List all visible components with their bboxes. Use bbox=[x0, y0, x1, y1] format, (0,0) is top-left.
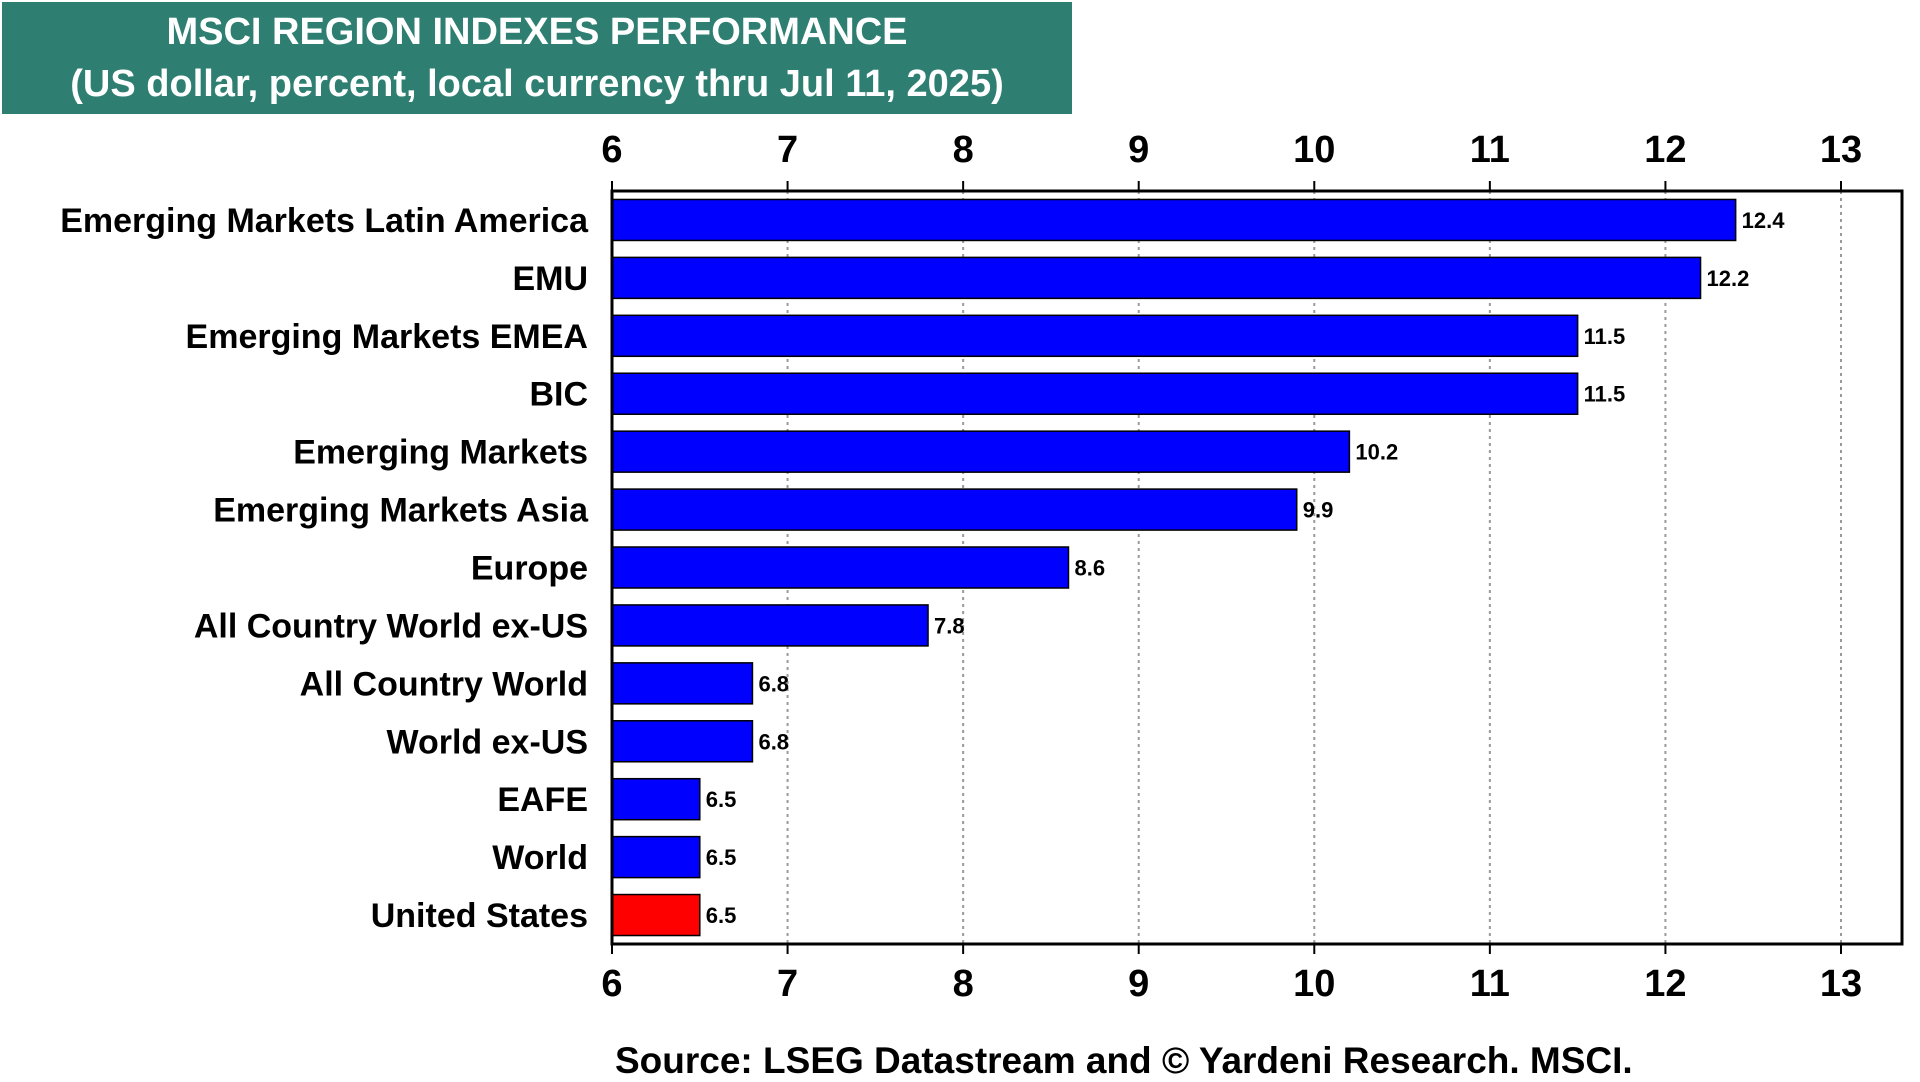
tick-label-top: 11 bbox=[1470, 129, 1510, 171]
tick-label-top: 6 bbox=[601, 129, 622, 171]
bar bbox=[611, 893, 701, 937]
value-label: 6.5 bbox=[706, 845, 737, 870]
tick-label-top: 7 bbox=[777, 129, 798, 171]
bar bbox=[611, 546, 1070, 589]
value-label: 12.4 bbox=[1742, 208, 1786, 233]
category-label: BIC bbox=[529, 376, 588, 414]
category-label: Emerging Markets EMEA bbox=[186, 318, 588, 356]
tick-label-bottom: 13 bbox=[1820, 963, 1862, 1005]
value-label: 11.5 bbox=[1584, 382, 1626, 407]
tick-label-bottom: 9 bbox=[1128, 963, 1149, 1005]
bar bbox=[611, 372, 1579, 415]
value-label: 8.6 bbox=[1074, 556, 1105, 581]
axis-ticks: 6 6 7 7 8 8 9 9 10 10 11 11 12 12 13 13 bbox=[601, 129, 1862, 1005]
category-label: Emerging Markets Asia bbox=[213, 492, 589, 530]
bars bbox=[611, 198, 1737, 937]
category-label: Emerging Markets Latin America bbox=[60, 202, 589, 240]
category-label: All Country World ex-US bbox=[194, 607, 588, 645]
category-label: World ex-US bbox=[386, 723, 588, 761]
value-label: 6.5 bbox=[706, 787, 737, 812]
category-label: All Country World bbox=[300, 665, 588, 703]
category-label: EAFE bbox=[497, 781, 588, 819]
bar bbox=[611, 720, 754, 763]
category-label: EMU bbox=[512, 260, 588, 298]
category-label: Emerging Markets bbox=[293, 434, 588, 472]
category-labels: Emerging Markets Latin America EMU Emergin… bbox=[60, 202, 589, 935]
bar bbox=[611, 662, 754, 705]
plot-frame bbox=[610, 189, 1904, 946]
tick-label-bottom: 7 bbox=[777, 963, 798, 1005]
tick-label-bottom: 12 bbox=[1644, 963, 1686, 1005]
value-label: 6.8 bbox=[758, 729, 789, 754]
value-label: 11.5 bbox=[1584, 324, 1626, 349]
bar bbox=[611, 488, 1298, 531]
value-label: 6.8 bbox=[758, 671, 789, 696]
value-label: 12.2 bbox=[1707, 266, 1750, 291]
chart-subtitle: (US dollar, percent, local currency thru… bbox=[70, 63, 1004, 105]
tick-label-top: 8 bbox=[953, 129, 974, 171]
value-labels: 12.4 12.2 11.5 11.5 10.2 9.9 8.6 7.8 6.8 6.8 6.5 6.… bbox=[706, 208, 1785, 928]
tick-label-bottom: 11 bbox=[1470, 963, 1510, 1005]
bar bbox=[611, 777, 701, 821]
bar bbox=[611, 256, 1702, 300]
bar bbox=[611, 604, 929, 647]
bar bbox=[611, 430, 1351, 473]
value-label: 7.8 bbox=[934, 613, 965, 638]
category-label: World bbox=[492, 839, 588, 877]
chart-title: MSCI REGION INDEXES PERFORMANCE bbox=[166, 11, 908, 53]
chart-title-box: MSCI REGION INDEXES PERFORMANCE (US doll… bbox=[2, 2, 1072, 114]
tick-label-top: 9 bbox=[1128, 129, 1149, 171]
tick-label-bottom: 8 bbox=[953, 963, 974, 1005]
category-label: United States bbox=[371, 897, 588, 935]
source-note: Source: LSEG Datastream and © Yardeni Re… bbox=[615, 1040, 1633, 1081]
value-label: 9.9 bbox=[1303, 498, 1334, 523]
value-label: 10.2 bbox=[1355, 440, 1398, 465]
bar bbox=[611, 835, 701, 879]
tick-label-top: 10 bbox=[1293, 129, 1335, 171]
tick-label-top: 13 bbox=[1820, 129, 1862, 171]
bar bbox=[611, 198, 1737, 242]
tick-label-bottom: 6 bbox=[601, 963, 622, 1005]
tick-label-top: 12 bbox=[1644, 129, 1686, 171]
value-label: 6.5 bbox=[706, 903, 737, 928]
tick-label-bottom: 10 bbox=[1293, 963, 1335, 1005]
bar bbox=[611, 314, 1579, 358]
category-label: Europe bbox=[471, 550, 588, 588]
